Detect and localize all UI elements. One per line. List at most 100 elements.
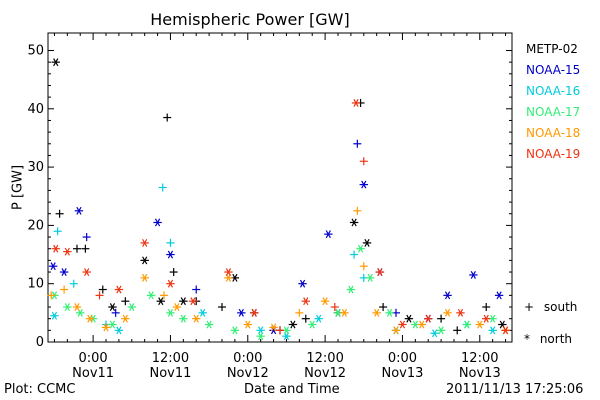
plus-point: [482, 303, 491, 312]
star-point: [250, 308, 259, 317]
plus-point: [98, 285, 107, 294]
north-marker-label: north: [539, 332, 573, 346]
star-point: [501, 326, 510, 335]
x-tick-time-label: 0:00: [79, 351, 108, 366]
star-point: [224, 273, 233, 282]
star-point: [417, 320, 426, 329]
chart-title: Hemispheric Power [GW]: [150, 10, 350, 29]
star-point: [320, 297, 330, 306]
x-tick-time-label: 0:00: [388, 351, 417, 366]
star-point: [85, 314, 95, 323]
star-point: [356, 244, 365, 253]
legend-item-noaa-15: NOAA-15: [526, 63, 581, 77]
plus-point: [55, 209, 64, 218]
star-point: [140, 256, 149, 265]
star-point: [498, 320, 507, 329]
plus-point: [121, 297, 130, 306]
star-point: [50, 311, 59, 320]
star-point: [424, 314, 433, 323]
star-point: [475, 320, 484, 329]
x-axis-label: Date and Time: [244, 382, 340, 397]
star-point: [456, 308, 465, 317]
plus-point: [359, 262, 368, 271]
star-point: [404, 314, 414, 323]
plus-point: [158, 183, 167, 192]
legend-item-metp-02: METP-02: [526, 42, 578, 56]
star-point: [101, 323, 111, 332]
star-point: [140, 238, 149, 247]
plus-point: [218, 303, 226, 312]
star-point: [204, 320, 214, 329]
star-point: [282, 332, 291, 341]
star-point: [366, 273, 375, 282]
star-point: [192, 314, 201, 323]
star-point: [51, 58, 60, 67]
x-tick-date-label: Nov11: [72, 366, 114, 381]
star-point: [59, 268, 69, 276]
y-tick-label: 40: [27, 102, 44, 117]
star-point: [269, 323, 278, 332]
y-tick-label: 30: [27, 160, 44, 175]
plus-point: [353, 206, 362, 215]
x-tick-date-label: Nov13: [381, 366, 423, 381]
star-point: [314, 314, 323, 323]
plot-frame: [47, 32, 513, 343]
plus-point: [359, 157, 368, 166]
plus-point: [166, 238, 175, 247]
star-point: [462, 320, 472, 329]
legend-item-noaa-17: NOAA-17: [526, 105, 581, 119]
plus-point: [330, 303, 339, 312]
star-point: [179, 297, 188, 306]
star-point: [172, 303, 182, 311]
plus-point: [350, 250, 359, 259]
y-tick-label: 50: [27, 43, 44, 58]
star-point: [372, 308, 381, 317]
star-point: [121, 314, 130, 323]
plus-point: [95, 291, 104, 300]
x-tick-time-label: 0:00: [233, 351, 262, 366]
plus-point: [53, 227, 62, 236]
star-point: [114, 285, 124, 294]
star-point: [63, 303, 72, 311]
star-point: [469, 271, 478, 279]
plus-point: [353, 139, 362, 148]
marker-legend-north: * north: [524, 332, 572, 346]
y-tick-label: 0: [36, 335, 44, 350]
x-tick-time-label: 12:00: [152, 351, 189, 366]
plus-point: [82, 233, 91, 242]
star-point: [63, 247, 72, 256]
plus-point: [160, 291, 168, 300]
star-point: [298, 279, 307, 288]
y-tick-label: 10: [27, 277, 44, 292]
star-point: [288, 320, 298, 329]
star-point: [385, 308, 394, 317]
x-tick-date-label: Nov11: [149, 366, 191, 381]
plus-point: [192, 285, 201, 294]
star-point: [146, 291, 156, 300]
y-tick-label: 20: [27, 218, 44, 233]
star-point: [179, 314, 188, 323]
x-tick-date-label: Nov12: [304, 366, 346, 381]
star-point: [443, 308, 452, 317]
footer-left: Plot: CCMC: [4, 382, 76, 397]
star-point: [224, 268, 233, 276]
star-point: [198, 308, 207, 317]
star-point: [346, 285, 356, 294]
x-tick-time-label: 12:00: [306, 351, 343, 366]
plus-point: [301, 314, 310, 323]
star-point: [166, 250, 175, 259]
plus-point: [47, 291, 56, 300]
star-point: [48, 262, 58, 271]
star-point: [51, 244, 60, 253]
star-point: [243, 320, 252, 329]
plus-point: [169, 268, 178, 277]
south-marker-label: south: [543, 300, 578, 314]
star-point: [301, 297, 310, 306]
legend-item-noaa-18: NOAA-18: [526, 126, 581, 140]
plus-point: [69, 279, 78, 288]
star-point: [359, 180, 368, 189]
plus-point: [379, 303, 388, 312]
star-point: [108, 303, 117, 311]
star-point: [351, 99, 361, 107]
